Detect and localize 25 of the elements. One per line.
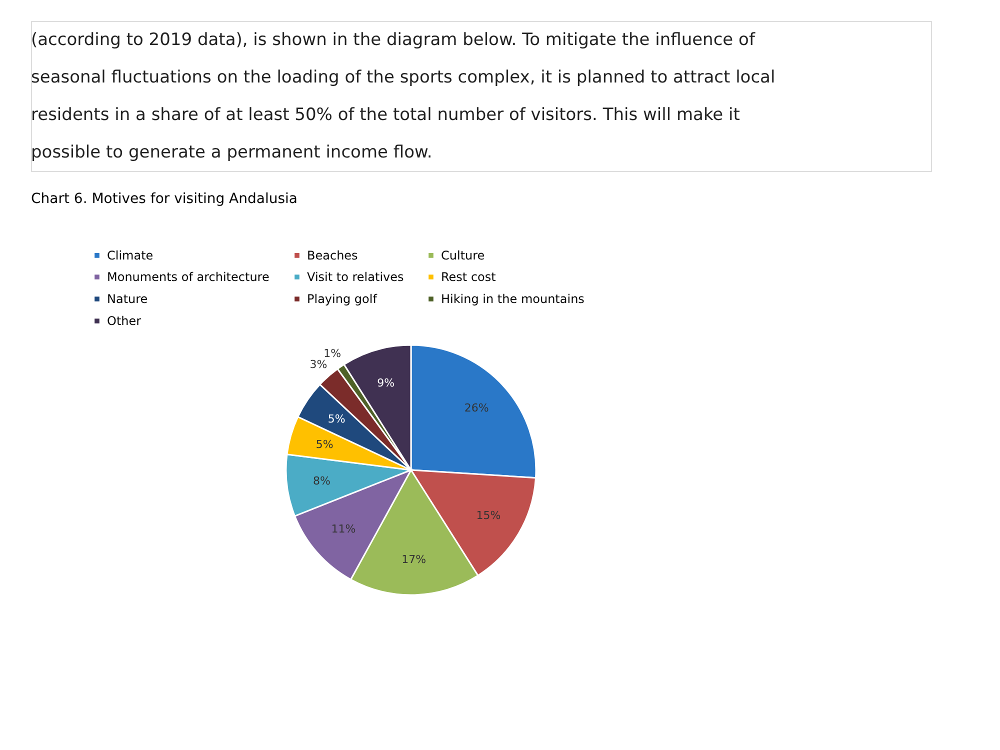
legend-label: Nature <box>107 292 148 306</box>
data-label: 8% <box>312 474 330 488</box>
legend-label: Monuments of architecture <box>107 270 270 284</box>
data-label: 15% <box>476 508 501 522</box>
data-label: 11% <box>331 522 356 536</box>
text: seasonal fluctuations on the loading of the sports complex, it is planned to attract local <box>31 67 776 88</box>
data-label: 3% <box>310 358 328 371</box>
data-label: 9% <box>377 376 395 390</box>
legend-label: Climate <box>107 248 154 262</box>
legend-label: Beaches <box>307 248 358 262</box>
data-label: 1% <box>324 347 342 360</box>
legend-label: Hiking in the mountains <box>441 292 584 306</box>
data-label: 26% <box>464 401 489 414</box>
data-label: 5% <box>316 438 334 451</box>
legend-label: Other <box>107 314 142 328</box>
data-label: 17% <box>402 552 426 566</box>
chart-title: Chart 6. Motives for visiting Andalusia <box>31 191 298 207</box>
legend-label: Playing golf <box>307 292 378 306</box>
legend-label: Culture <box>441 248 485 262</box>
text: residents in a share of at least 50% of the total number of visitors. This will make it <box>31 104 740 125</box>
legend-label: Visit to relatives <box>307 270 404 284</box>
legend-label: Rest cost <box>441 270 496 284</box>
data-label: 5% <box>328 412 346 426</box>
text: possible to generate a permanent income flow. <box>31 142 432 162</box>
text: (according to 2019 data), is shown in the diagram below. To mitigate the influence of <box>31 30 756 50</box>
